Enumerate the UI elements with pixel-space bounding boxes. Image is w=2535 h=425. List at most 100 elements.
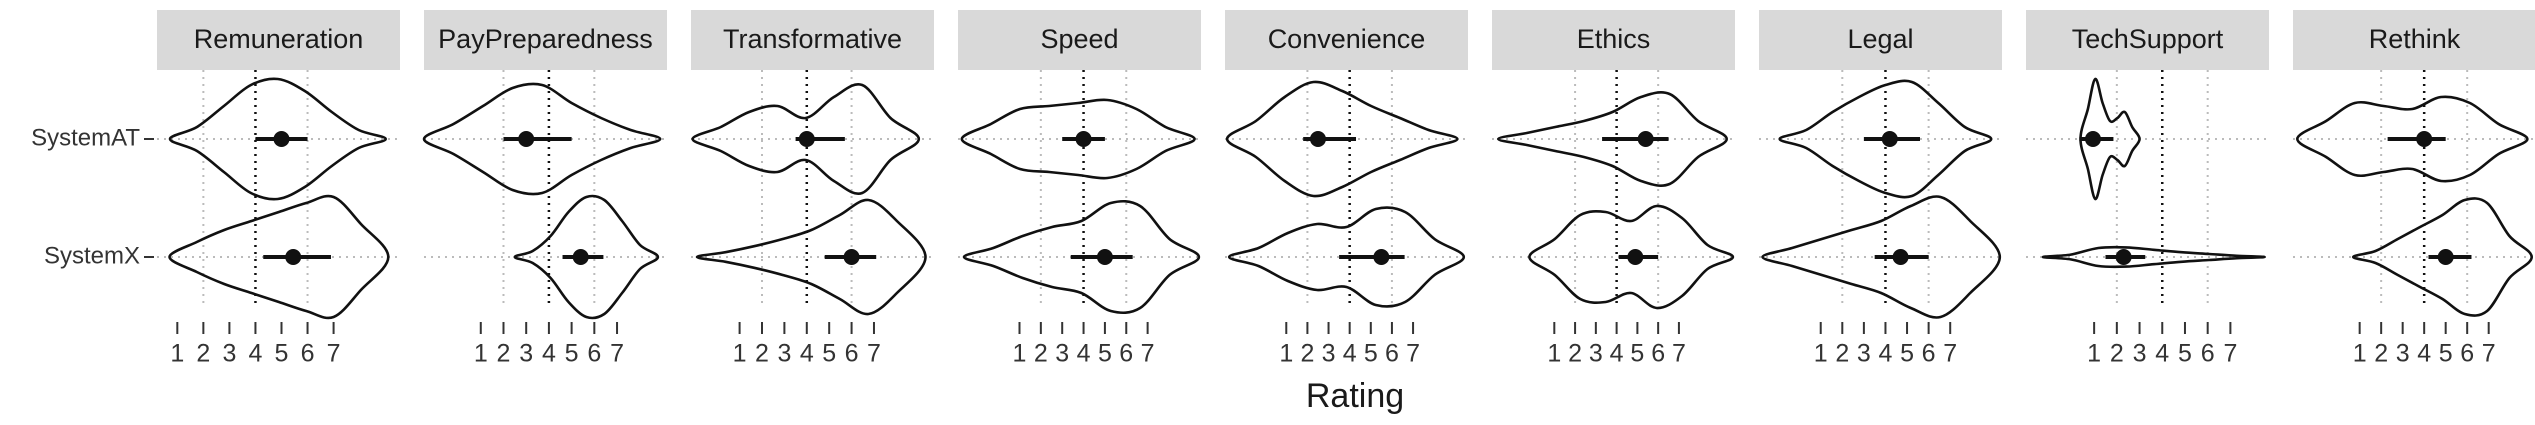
x-tick-label: 5 xyxy=(2439,340,2453,368)
x-tick-label: 7 xyxy=(1406,340,1420,368)
facet-strip xyxy=(1492,10,1735,70)
x-tick-label: 4 xyxy=(542,340,556,368)
x-tick-label: 5 xyxy=(1630,340,1644,368)
x-tick-label: 4 xyxy=(1077,340,1091,368)
violin xyxy=(2041,245,2266,269)
violin xyxy=(422,82,662,196)
x-tick-label: 5 xyxy=(275,340,289,368)
x-axis-label: Rating xyxy=(1306,377,1404,415)
violin xyxy=(962,199,1201,315)
point xyxy=(1881,131,1898,147)
violin xyxy=(1761,195,2002,319)
x-tick-label: 2 xyxy=(2110,340,2124,368)
facet-title: Speed xyxy=(1040,24,1118,54)
x-tick-label: 6 xyxy=(587,340,601,368)
violin xyxy=(2079,77,2141,201)
violin xyxy=(2351,197,2534,317)
x-tick-label: 7 xyxy=(2223,340,2237,368)
x-tick-label: 6 xyxy=(2201,340,2215,368)
x-tick-label: 5 xyxy=(1098,340,1112,368)
x-tick-label: 3 xyxy=(2133,340,2147,368)
x-tick-label: 6 xyxy=(301,340,315,368)
point xyxy=(2084,131,2101,147)
facet-strip xyxy=(691,10,934,70)
x-tick-label: 1 xyxy=(733,340,747,368)
facet-title: Rethink xyxy=(2369,24,2461,54)
x-tick-label: 5 xyxy=(2178,340,2192,368)
facet-title: Remuneration xyxy=(194,24,364,54)
x-tick-label: 3 xyxy=(519,340,533,368)
point xyxy=(2437,249,2454,265)
x-tick-label: 1 xyxy=(474,340,488,368)
point xyxy=(1637,131,1654,147)
x-tick-label: 2 xyxy=(497,340,511,368)
facet-title: Convenience xyxy=(1268,24,1426,54)
point xyxy=(285,249,302,265)
x-tick-label: 7 xyxy=(1141,340,1155,368)
x-tick-label: 6 xyxy=(845,340,859,368)
x-tick-label: 1 xyxy=(1013,340,1027,368)
violin xyxy=(1778,79,1993,199)
x-tick-label: 5 xyxy=(1900,340,1914,368)
point xyxy=(518,131,535,147)
x-tick-label: 5 xyxy=(822,340,836,368)
x-tick-label: 4 xyxy=(1879,340,1893,368)
violin xyxy=(695,198,927,316)
x-tick-label: 7 xyxy=(610,340,624,368)
x-tick-label: 3 xyxy=(777,340,791,368)
x-tick-label: 1 xyxy=(2087,340,2101,368)
violin xyxy=(1496,91,1729,187)
point xyxy=(1096,249,1113,265)
y-tick-label: SystemX xyxy=(44,242,140,269)
point xyxy=(1373,249,1390,265)
violin xyxy=(168,77,388,201)
x-tick-label: 2 xyxy=(1034,340,1048,368)
x-tick-label: 7 xyxy=(867,340,881,368)
x-tick-label: 3 xyxy=(1857,340,1871,368)
facet-title: TechSupport xyxy=(2072,24,2224,54)
x-tick-label: 3 xyxy=(1055,340,1069,368)
x-tick-label: 2 xyxy=(1568,340,1582,368)
violin xyxy=(2295,95,2529,183)
facet-strip xyxy=(2293,10,2535,70)
violin xyxy=(168,194,390,320)
x-tick-label: 2 xyxy=(2374,340,2388,368)
x-tick-label: 2 xyxy=(755,340,769,368)
point xyxy=(2115,249,2132,265)
x-tick-label: 3 xyxy=(222,340,236,368)
x-tick-label: 6 xyxy=(1385,340,1399,368)
x-tick-label: 1 xyxy=(1279,340,1293,368)
y-tick-label: SystemAT xyxy=(31,124,140,151)
x-tick-label: 1 xyxy=(170,340,184,368)
x-tick-label: 4 xyxy=(1343,340,1357,368)
x-tick-label: 5 xyxy=(1364,340,1378,368)
x-tick-label: 1 xyxy=(1547,340,1561,368)
point xyxy=(572,249,589,265)
x-tick-label: 2 xyxy=(196,340,210,368)
facet-strip xyxy=(1225,10,1468,70)
x-tick-label: 7 xyxy=(2482,340,2496,368)
x-tick-label: 4 xyxy=(248,340,262,368)
facet-strip xyxy=(424,10,667,70)
violin xyxy=(1225,80,1459,198)
x-tick-label: 7 xyxy=(1672,340,1686,368)
violin xyxy=(1528,204,1735,310)
x-tick-label: 6 xyxy=(1922,340,1936,368)
violin xyxy=(691,82,921,196)
x-tick-label: 2 xyxy=(1300,340,1314,368)
x-tick-label: 5 xyxy=(565,340,579,368)
point xyxy=(843,249,860,265)
x-tick-label: 7 xyxy=(1943,340,1957,368)
facet-strip xyxy=(157,10,400,70)
facet-strip xyxy=(2026,10,2269,70)
facet-strip xyxy=(1759,10,2002,70)
violin xyxy=(960,98,1196,180)
x-tick-label: 3 xyxy=(2396,340,2410,368)
point xyxy=(273,131,290,147)
point xyxy=(1627,249,1644,265)
x-tick-label: 6 xyxy=(2460,340,2474,368)
facet-title: Transformative xyxy=(723,24,902,54)
x-tick-label: 3 xyxy=(1322,340,1336,368)
x-tick-label: 6 xyxy=(1651,340,1665,368)
x-tick-label: 1 xyxy=(2353,340,2367,368)
